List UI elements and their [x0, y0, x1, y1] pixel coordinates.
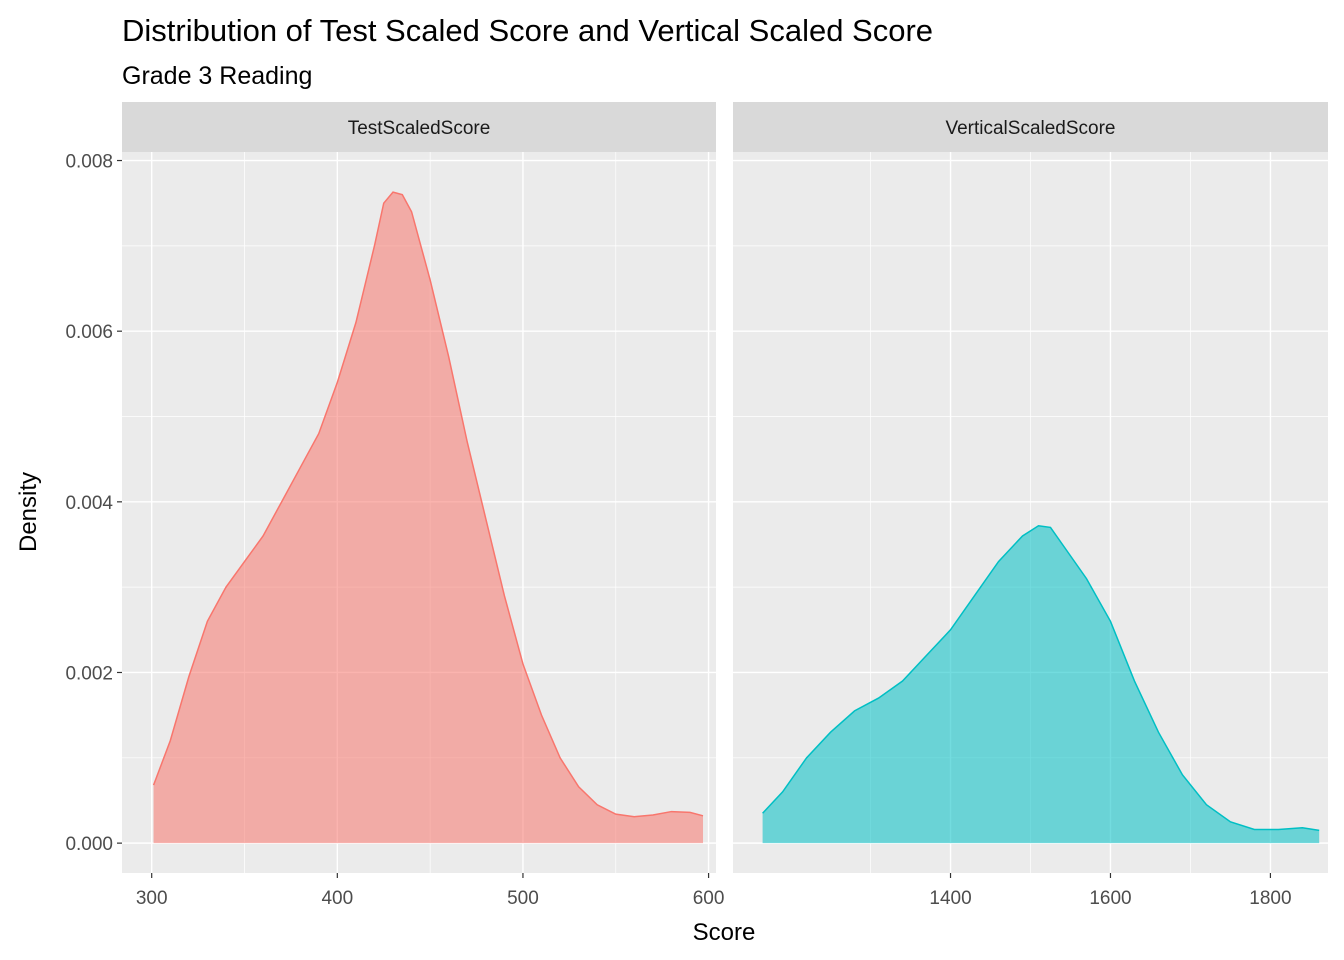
density-line [762, 524, 1320, 832]
x-tick-label: 500 [507, 888, 539, 909]
strip-background [122, 102, 716, 152]
facet-panel-2: VerticalScaledScore 1400 1600 1800 [733, 102, 1328, 909]
y-tick-label: 0.006 [65, 322, 113, 343]
facet-panels: TestScaledScore 300 400 500 600 VerticalScale… [122, 102, 1328, 909]
density-line [152, 191, 704, 818]
strip-label: TestScaledScore [348, 118, 491, 139]
y-axis: 0.000 0.002 0.004 0.006 0.008 [65, 152, 122, 855]
x-tick-label: 300 [136, 888, 168, 909]
chart-title: Distribution of Test Scaled Score and Ve… [122, 13, 933, 48]
facet-panel-1: TestScaledScore 300 400 500 600 [122, 102, 724, 909]
x-axis-title: Score [693, 919, 756, 946]
y-tick-label: 0.004 [65, 493, 113, 514]
y-tick-label: 0.002 [65, 663, 113, 684]
x-tick-label: 1600 [1089, 888, 1131, 909]
density-area [762, 525, 1320, 844]
chart-subtitle: Grade 3 Reading [122, 62, 312, 90]
x-tick-label: 1800 [1249, 888, 1291, 909]
y-axis-title: Density [15, 472, 42, 552]
y-tick-label: 0.008 [65, 152, 113, 173]
x-tick-label: 400 [321, 888, 353, 909]
density-area [153, 192, 704, 844]
y-tick-label: 0.000 [65, 834, 113, 855]
x-tick-label: 600 [693, 888, 725, 909]
strip-background [733, 102, 1328, 152]
x-tick-label: 1400 [929, 888, 971, 909]
strip-label: VerticalScaledScore [945, 118, 1115, 139]
